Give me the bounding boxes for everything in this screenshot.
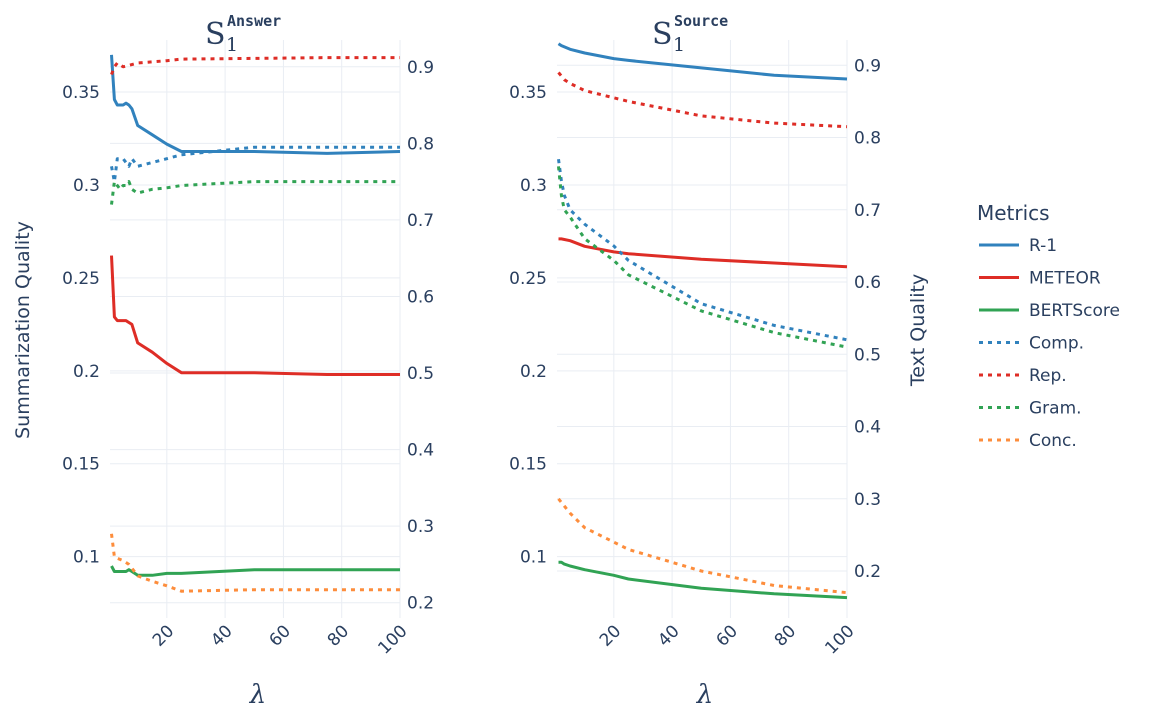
x-tick-label: 80 bbox=[771, 621, 800, 650]
series-line-comp bbox=[557, 159, 848, 342]
y-right-tick-label: 0.7 bbox=[854, 201, 881, 221]
y-right-tick-label: 0.6 bbox=[407, 287, 434, 307]
y-right-tick-label: 0.9 bbox=[407, 58, 434, 78]
y-right-tick-label: 0.8 bbox=[407, 134, 434, 154]
y-left-tick-label: 0.25 bbox=[62, 269, 100, 289]
x-tick-label: 100 bbox=[821, 621, 858, 658]
x-tick-label: 80 bbox=[324, 621, 353, 650]
series-line-meteor bbox=[110, 255, 400, 376]
series-line-meteor bbox=[558, 237, 848, 269]
panel-source-grid bbox=[557, 40, 848, 618]
legend-label: Comp. bbox=[1029, 334, 1084, 354]
panel-source: 20 40 60 80 100 0.1 0.15 0.2 0.25 0.3 0.35 0.2 0.3 0.… bbox=[509, 12, 881, 710]
y-left-tick-label: 0.15 bbox=[509, 455, 547, 475]
y-left-tick-label: 0.2 bbox=[73, 362, 100, 382]
panel-answer-grid bbox=[110, 40, 401, 618]
y-left-tick-label: 0.15 bbox=[62, 455, 100, 475]
series-line-gram bbox=[110, 180, 400, 205]
x-tick-label: 20 bbox=[596, 621, 625, 650]
y-left-tick-label: 0.35 bbox=[62, 83, 100, 103]
panel-source-series bbox=[557, 42, 848, 600]
panel-source-title-sup: Source bbox=[674, 12, 728, 30]
legend-label: R-1 bbox=[1029, 236, 1057, 256]
y-right-tick-label: 0.4 bbox=[854, 418, 881, 438]
series-line-bertscore bbox=[558, 560, 848, 600]
y-left-tick-label: 0.3 bbox=[73, 176, 100, 196]
legend-label: Gram. bbox=[1029, 399, 1082, 419]
legend: Metrics R-1 METEOR BERTScore Comp. Rep. Gram.… bbox=[977, 201, 1120, 451]
panel-answer-title-sup: Answer bbox=[227, 12, 281, 30]
x-tick-label: 40 bbox=[654, 621, 683, 650]
series-line-conc bbox=[110, 533, 400, 593]
legend-label: METEOR bbox=[1029, 269, 1101, 289]
x-tick-label: 20 bbox=[149, 621, 178, 650]
panel-answer-title-sub: 1 bbox=[226, 34, 238, 56]
x-tick-label: 60 bbox=[713, 621, 742, 650]
series-line-gram bbox=[557, 166, 848, 349]
x-tick-label: 100 bbox=[374, 621, 411, 658]
series-line-conc bbox=[557, 497, 848, 595]
series-line-r-1 bbox=[557, 42, 848, 81]
y-right-tick-label: 0.8 bbox=[854, 129, 881, 149]
panel-source-title-sub: 1 bbox=[673, 34, 685, 56]
panel-answer: 20 40 60 80 100 0.1 0.15 0.2 0.25 0.3 0.35 0.2 0.3 0.… bbox=[62, 12, 434, 710]
y-right-tick-label: 0.5 bbox=[407, 364, 434, 384]
panel-answer-ticks: 20 40 60 80 100 0.1 0.15 0.2 0.25 0.3 0.35 0.2 0.3 0.… bbox=[62, 58, 434, 659]
y-right-tick-label: 0.2 bbox=[407, 594, 434, 614]
x-tick-label: 60 bbox=[266, 621, 295, 650]
panel-source-x-label: λ bbox=[696, 680, 713, 710]
y-left-tick-label: 0.1 bbox=[520, 548, 547, 568]
y-right-tick-label: 0.4 bbox=[407, 441, 434, 461]
y-left-tick-label: 0.2 bbox=[520, 362, 547, 382]
panel-source-title: S bbox=[652, 17, 673, 52]
x-tick-label: 40 bbox=[207, 621, 236, 650]
y-right-tick-label: 0.3 bbox=[407, 517, 434, 537]
y-right-tick-label: 0.6 bbox=[854, 273, 881, 293]
y-right-tick-label: 0.9 bbox=[854, 56, 881, 76]
series-line-r-1 bbox=[110, 54, 401, 155]
series-line-comp bbox=[110, 145, 400, 184]
y-right-tick-label: 0.7 bbox=[407, 211, 434, 231]
y-left-tick-label: 0.3 bbox=[520, 176, 547, 196]
panel-answer-x-label: λ bbox=[249, 680, 266, 710]
y-left-tick-label: 0.25 bbox=[509, 269, 547, 289]
legend-items: R-1 METEOR BERTScore Comp. Rep. Gram. Conc. bbox=[979, 236, 1120, 451]
y-right-tick-label: 0.3 bbox=[854, 490, 881, 510]
y-right-tick-label: 0.2 bbox=[854, 562, 881, 582]
panel-answer-title: S bbox=[205, 17, 226, 52]
legend-label: Rep. bbox=[1029, 366, 1067, 386]
legend-title: Metrics bbox=[977, 201, 1050, 225]
legend-label: BERTScore bbox=[1029, 301, 1120, 321]
y-left-tick-label: 0.35 bbox=[509, 83, 547, 103]
panel-answer-series bbox=[110, 54, 401, 593]
series-line-rep bbox=[110, 56, 400, 76]
panel-source-ticks: 20 40 60 80 100 0.1 0.15 0.2 0.25 0.3 0.35 0.2 0.3 0.… bbox=[509, 56, 881, 658]
y-axis-right-title: Text Quality bbox=[907, 274, 929, 387]
series-line-rep bbox=[557, 71, 848, 129]
y-right-tick-label: 0.5 bbox=[854, 345, 881, 365]
series-line-bertscore bbox=[110, 565, 400, 577]
y-left-tick-label: 0.1 bbox=[73, 548, 100, 568]
y-axis-left-title: Summarization Quality bbox=[12, 221, 34, 439]
legend-label: Conc. bbox=[1029, 431, 1077, 451]
